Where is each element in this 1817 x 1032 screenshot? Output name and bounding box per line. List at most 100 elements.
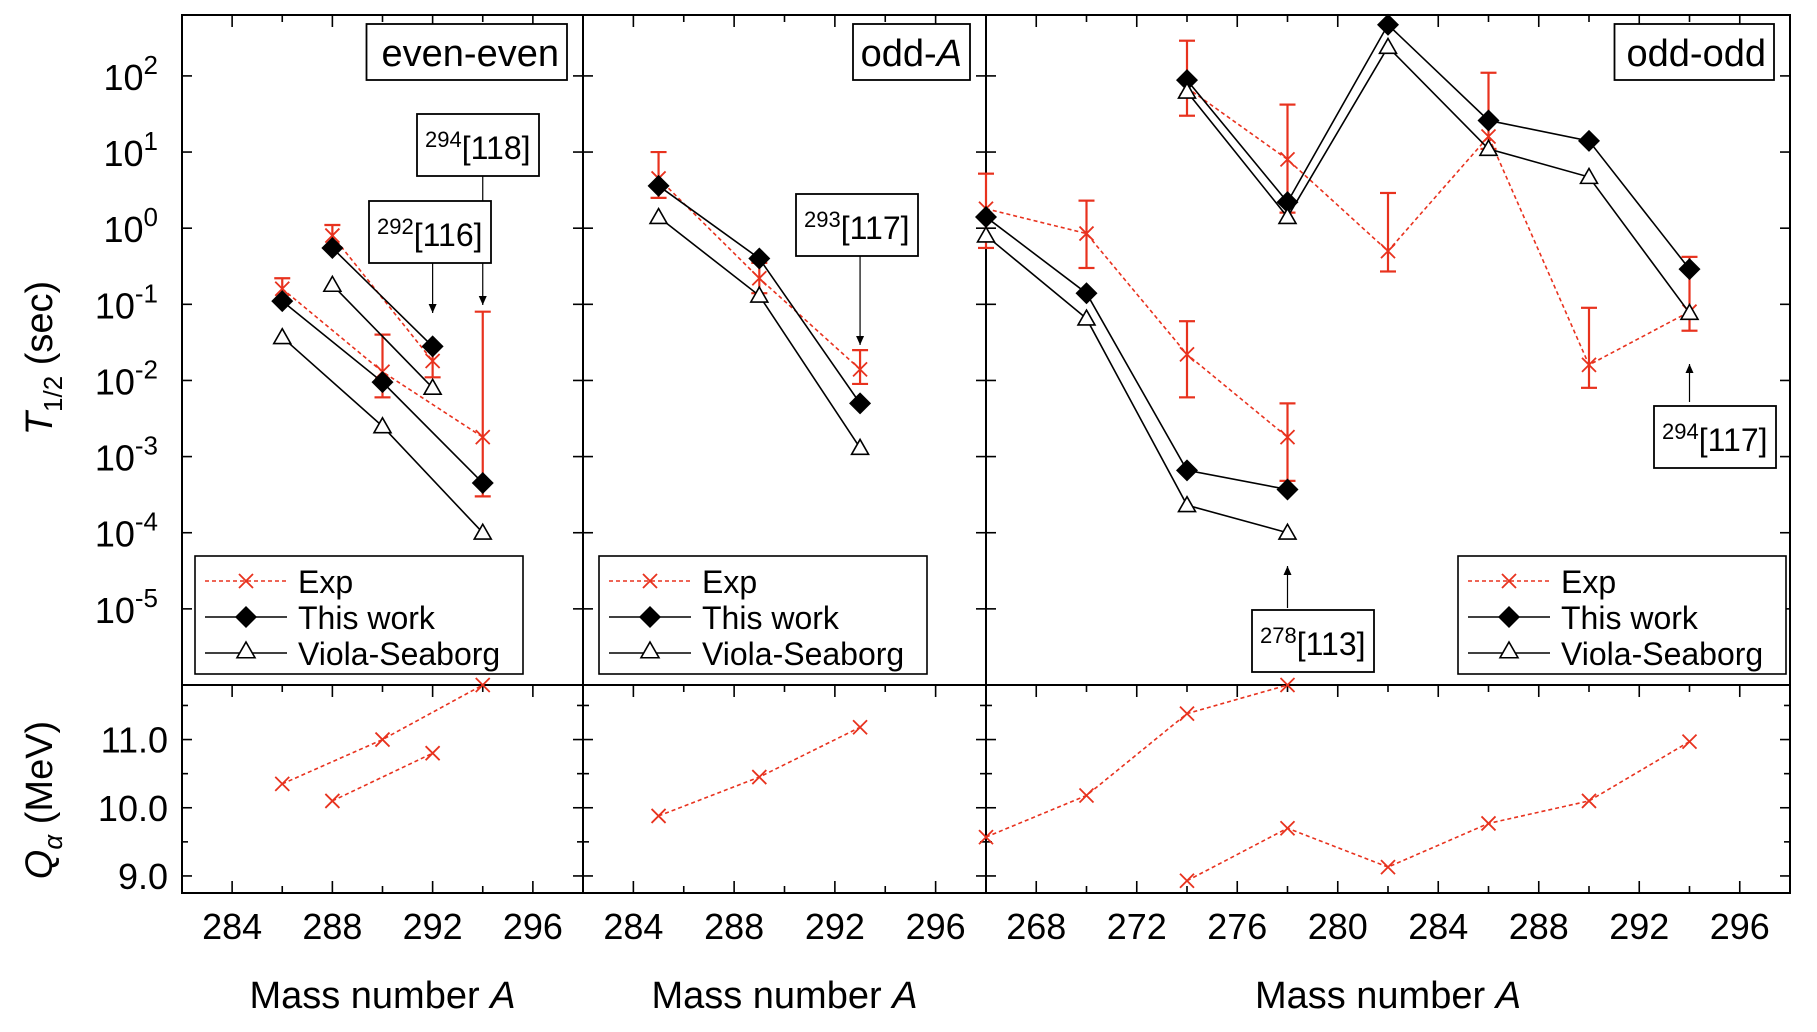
series-line-this-work	[985, 216, 1288, 491]
q-point	[424, 745, 441, 761]
x-tick-label: 272	[1107, 906, 1167, 947]
viola-seaborg-point	[850, 437, 870, 456]
viola-seaborg-point	[1177, 495, 1197, 513]
series-line-viola-seaborg	[985, 234, 1288, 534]
x-tick-label: 276	[1207, 906, 1267, 947]
q-series-line	[281, 684, 484, 785]
panel-title-box-2	[1613, 23, 1775, 81]
annotation-294-118-text: 294[118]	[425, 127, 531, 166]
x-tick-label: 288	[302, 906, 362, 947]
this-work-point	[271, 290, 294, 313]
legend-panel-3-label-0: Exp	[1561, 564, 1616, 600]
exp-point	[1380, 243, 1396, 259]
annotation-293-117: 293[117]	[795, 193, 919, 257]
q-point	[1078, 787, 1095, 804]
q-series-line	[985, 684, 1288, 838]
series-line-viola-seaborg	[1186, 45, 1691, 314]
panel-title-text-0: even-even	[382, 33, 559, 75]
x-axis-label-0: Mass number A	[249, 975, 515, 1017]
q-point	[1480, 815, 1497, 832]
x-tick-label: 292	[805, 906, 865, 947]
annotation-293-117-arrow-head	[856, 336, 865, 345]
x-tick-label: 268	[1006, 906, 1066, 947]
annotation-278-113-arrow-head	[1283, 566, 1292, 575]
series-line-exp	[985, 207, 1289, 438]
x-axis-label-2: Mass number A	[1255, 975, 1521, 1017]
series-line-exp	[281, 288, 484, 438]
q-point	[1279, 820, 1296, 836]
legend-panel-3-label-1: This work	[1561, 600, 1699, 636]
q-tick-label: 11.0	[101, 720, 168, 761]
exp-point	[1581, 357, 1597, 373]
q-point	[1581, 793, 1597, 809]
viola-seaborg-point	[1579, 166, 1599, 185]
panel-title-0: even-even	[365, 23, 568, 81]
q-point	[1380, 859, 1396, 875]
exp-point	[475, 429, 491, 445]
panel-title-text-2: odd-odd	[1627, 33, 1766, 75]
panel-1: 284 288 292 296 Mass number A odd-A	[582, 14, 987, 1017]
legend-panel-0-label-2: Viola-Seaborg	[298, 636, 500, 672]
legend-panel-3-exp-marker	[1501, 573, 1517, 589]
this-work-point	[1578, 129, 1600, 152]
this-work-point	[975, 206, 997, 229]
panel-1-bottom-frame	[582, 684, 987, 894]
y-tick-label--2: 10-2	[95, 354, 158, 402]
legend-panel-3-vs-marker	[1498, 640, 1520, 659]
x-tick-label: 296	[906, 906, 966, 947]
exp-point	[424, 353, 441, 369]
this-work-point	[471, 471, 494, 494]
exp-point	[1078, 225, 1095, 242]
q-series-line	[658, 726, 861, 817]
x-tick-label: 280	[1308, 906, 1368, 947]
annotation-278-113: 278[113]	[1251, 609, 1375, 673]
q-point	[1179, 706, 1195, 722]
legend-panel-2-left-label-0: Exp	[702, 564, 757, 600]
annotation-294-118: 294[118]	[416, 113, 540, 177]
this-work-point	[849, 392, 872, 415]
exp-point	[1279, 429, 1296, 445]
q-point	[274, 776, 290, 792]
x-tick-label: 296	[1710, 906, 1770, 947]
q-point	[751, 769, 767, 785]
viola-seaborg-point	[1076, 308, 1097, 326]
legend-panel-2-left-label-1: This work	[702, 600, 840, 636]
this-work-point	[1678, 258, 1701, 281]
viola-seaborg-point	[1177, 81, 1197, 99]
this-work-point	[1477, 109, 1500, 132]
viola-seaborg-point	[372, 416, 393, 434]
x-tick-label: 292	[1609, 906, 1669, 947]
y-tick-label--5: 10-5	[95, 583, 158, 631]
legend-panel-0-label-1: This work	[298, 600, 436, 636]
q-point	[978, 829, 994, 845]
this-work-point	[421, 335, 444, 358]
legend-panel-2-left-exp-marker	[642, 573, 658, 589]
annotation-292-116-arrow-head	[428, 304, 437, 313]
y-axis-label-qalpha: Qα (MeV)	[19, 721, 68, 879]
y-tick-label-1: 101	[103, 126, 158, 174]
legend-panel-2-left-label-2: Viola-Seaborg	[702, 636, 904, 672]
x-tick-label: 288	[704, 906, 764, 947]
this-work-point	[748, 247, 771, 270]
exp-point	[852, 361, 868, 377]
panel-title-box-1	[852, 23, 971, 81]
x-tick-label: 292	[403, 906, 463, 947]
exp-point	[324, 227, 341, 244]
x-tick-label: 284	[603, 906, 663, 947]
y-tick-label--4: 10-4	[95, 507, 158, 555]
annotation-278-113-box	[1251, 609, 1375, 673]
panel-0-bottom-frame	[181, 684, 584, 894]
q-tick-label: 10.0	[98, 788, 168, 829]
viola-seaborg-point	[272, 327, 293, 345]
q-point	[475, 677, 491, 693]
exp-point	[751, 270, 767, 286]
legend-panel-2-left-vs-marker	[639, 640, 661, 659]
legend-panel-3-label-2: Viola-Seaborg	[1561, 636, 1763, 672]
panel-title-text-1: odd-A	[861, 33, 962, 75]
x-tick-label: 296	[503, 906, 563, 947]
q-series-line	[332, 752, 433, 802]
chart-panels: 284 288 292 296 Mass number A 102 101 100 10-1 10…	[95, 13, 1791, 1017]
